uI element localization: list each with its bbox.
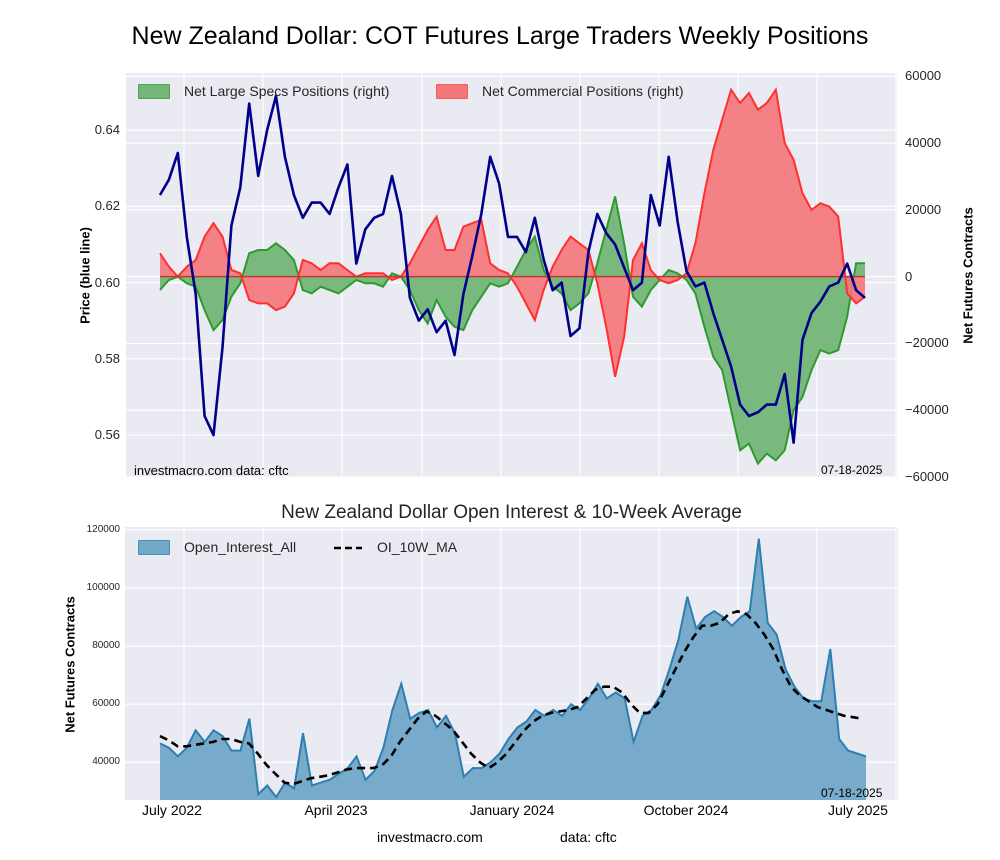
legend-ma: OI_10W_MA [333,539,457,555]
left-ytick-label: 0.62 [94,198,120,214]
legend-commercial: Net Commercial Positions (right) [436,83,684,99]
left-ytick-label: 0.64 [94,122,120,138]
right-ytick-label: 60000 [905,68,942,84]
right-ytick-label: −60000 [905,469,949,484]
lower-date-annotation: 07-18-2025 [821,786,883,800]
lower-y-axis-label: Net Futures Contracts [62,596,78,733]
lower-ytick-label: 60000 [92,698,120,710]
commercial-area [160,89,865,377]
lower-ytick-label: 120000 [86,523,120,535]
legend-specs-label: Net Large Specs Positions (right) [184,83,390,99]
x-tick-label: July 2025 [828,802,888,818]
right-axis-label: Net Futures Contracts [960,207,976,344]
positions-chart [126,73,897,478]
left-ytick-label: 0.58 [94,350,120,366]
right-ytick-label: 0 [905,268,913,284]
x-tick-label: October 2024 [643,802,729,818]
legend-specs: Net Large Specs Positions (right) [138,83,389,99]
chart-title: New Zealand Dollar: COT Futures Large Tr… [131,22,869,50]
right-ytick-label: 20000 [905,201,942,217]
upper-date-annotation: 07-18-2025 [821,463,883,477]
legend-open-interest-label: Open_Interest_All [184,539,297,555]
open-interest-title: New Zealand Dollar Open Interest & 10-We… [281,502,742,523]
legend-commercial-label: Net Commercial Positions (right) [482,83,684,99]
x-tick-label: April 2023 [304,802,368,818]
lower-ytick-label: 100000 [86,581,120,593]
commercial-line [159,87,866,378]
price-line [158,94,866,444]
legend-ma-label: OI_10W_MA [377,539,458,555]
specs-area [160,196,865,464]
commercial-swatch [436,83,468,99]
x-tick-label: July 2022 [142,802,202,818]
right-ytick-label: −40000 [905,402,949,418]
left-ytick-label: 0.60 [94,274,120,290]
open-interest-swatch [138,539,170,555]
specs-line [159,196,865,466]
plot-area [125,527,898,800]
upper-source-annotation: investmacro.com data: cftc [134,463,289,478]
open-interest-area [160,538,866,800]
lower-ytick-label: 40000 [92,756,120,768]
legend-open-interest: Open_Interest_All [138,539,296,555]
footer-site: investmacro.com [377,829,483,845]
right-ytick-label: 40000 [905,135,942,151]
footer-source: data: cftc [560,829,617,845]
open-interest-line [159,538,867,799]
right-ytick-label: −20000 [905,335,949,351]
specs-swatch [138,83,170,99]
left-ytick-label: 0.56 [94,427,120,443]
lower-ytick-label: 80000 [92,640,120,652]
ma-line-swatch [334,546,362,549]
ma-line [159,609,863,786]
x-tick-label: January 2024 [469,802,555,818]
